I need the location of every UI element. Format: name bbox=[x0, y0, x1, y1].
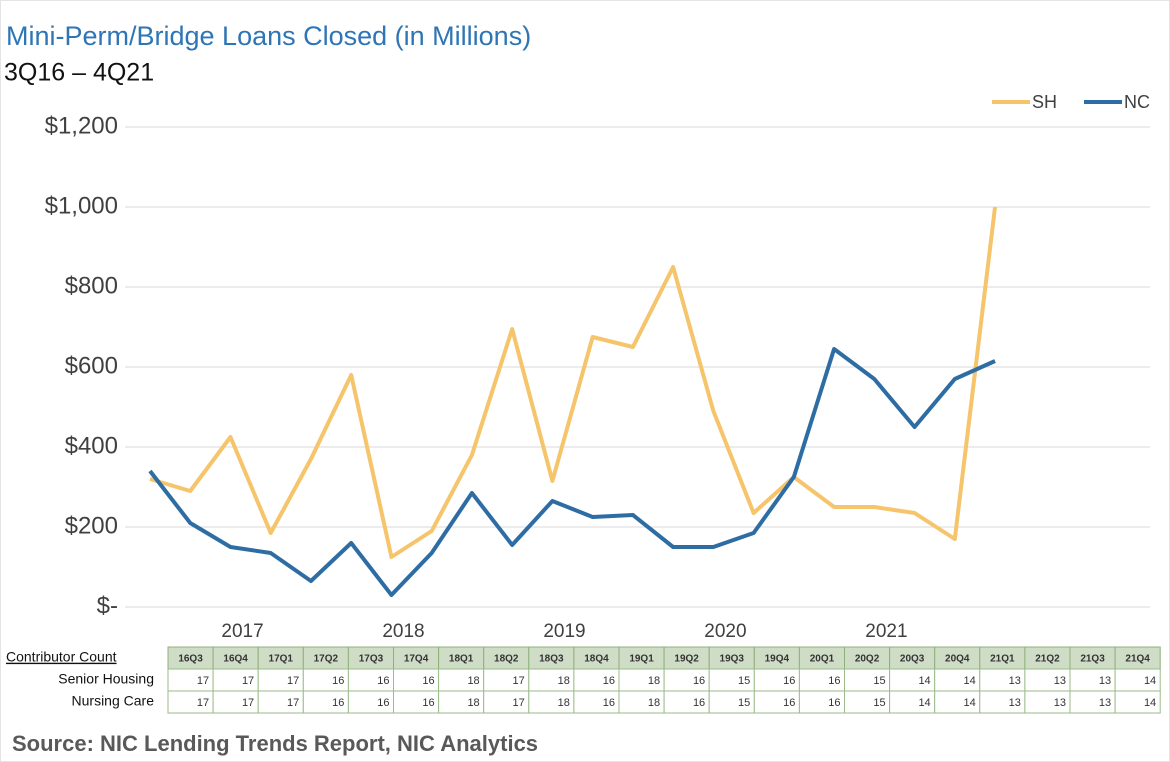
table-quarter: 19Q4 bbox=[765, 654, 790, 665]
x-year-label: 2020 bbox=[704, 621, 746, 642]
table-quarter: 20Q2 bbox=[855, 654, 880, 665]
table-quarter: 17Q4 bbox=[404, 654, 429, 665]
y-tick-label: $1,200 bbox=[45, 112, 118, 139]
table-quarter: 20Q3 bbox=[900, 654, 925, 665]
table-quarter: 21Q3 bbox=[1080, 654, 1105, 665]
table-value: 16 bbox=[377, 697, 389, 709]
y-tick-label: $600 bbox=[65, 352, 118, 379]
table-quarter: 19Q1 bbox=[629, 654, 654, 665]
table-value: 15 bbox=[738, 697, 750, 709]
table-value: 16 bbox=[332, 697, 344, 709]
table-value: 16 bbox=[422, 675, 434, 687]
table-value: 18 bbox=[648, 675, 660, 687]
table-quarter: 21Q2 bbox=[1035, 654, 1060, 665]
table-value: 16 bbox=[693, 697, 705, 709]
series-line bbox=[149, 206, 998, 559]
table-value: 17 bbox=[197, 697, 209, 709]
table-value: 17 bbox=[513, 675, 525, 687]
chart-subtitle: 3Q16 – 4Q21 bbox=[4, 59, 154, 87]
table-value: 15 bbox=[738, 675, 750, 687]
table-quarter: 18Q3 bbox=[539, 654, 564, 665]
table-quarter: 19Q2 bbox=[674, 654, 699, 665]
table-value: 18 bbox=[467, 697, 479, 709]
table-value: 14 bbox=[918, 675, 930, 687]
table-quarter: 17Q2 bbox=[314, 654, 339, 665]
table-quarter: 19Q3 bbox=[720, 654, 745, 665]
x-year-label: 2018 bbox=[382, 621, 424, 642]
table-value: 13 bbox=[1009, 697, 1021, 709]
table-row-label: Nursing Care bbox=[72, 693, 155, 709]
table-quarter: 18Q1 bbox=[449, 654, 474, 665]
table-value: 16 bbox=[693, 675, 705, 687]
x-year-label: 2017 bbox=[221, 621, 263, 642]
table-value: 16 bbox=[603, 697, 615, 709]
table-value: 13 bbox=[1099, 675, 1111, 687]
table-row-label: Senior Housing bbox=[58, 671, 154, 687]
x-year-label: 2019 bbox=[543, 621, 585, 642]
table-value: 18 bbox=[648, 697, 660, 709]
y-tick-label: $1,000 bbox=[45, 192, 118, 219]
table-value: 16 bbox=[422, 697, 434, 709]
table-value: 14 bbox=[918, 697, 930, 709]
table-value: 16 bbox=[603, 675, 615, 687]
table-value: 17 bbox=[197, 675, 209, 687]
table-value: 16 bbox=[828, 675, 840, 687]
table-value: 17 bbox=[287, 675, 299, 687]
table-value: 16 bbox=[377, 675, 389, 687]
table-quarter: 18Q2 bbox=[494, 654, 519, 665]
table-quarter: 18Q4 bbox=[584, 654, 609, 665]
legend-label: SH bbox=[1032, 92, 1057, 112]
table-quarter: 21Q1 bbox=[990, 654, 1015, 665]
table-value: 17 bbox=[513, 697, 525, 709]
table-value: 13 bbox=[1099, 697, 1111, 709]
table-value: 16 bbox=[783, 675, 795, 687]
series-line bbox=[148, 347, 996, 597]
table-value: 16 bbox=[783, 697, 795, 709]
table-value: 13 bbox=[1054, 697, 1066, 709]
table-value: 14 bbox=[964, 697, 976, 709]
table-value: 13 bbox=[1009, 675, 1021, 687]
table-value: 17 bbox=[242, 675, 254, 687]
table-quarter: 16Q3 bbox=[178, 654, 203, 665]
y-tick-label: $200 bbox=[65, 512, 118, 539]
table-header: Contributor Count bbox=[6, 649, 117, 665]
y-tick-label: $400 bbox=[65, 432, 118, 459]
table-value: 14 bbox=[1144, 697, 1156, 709]
table-value: 15 bbox=[873, 675, 885, 687]
source: Source: NIC Lending Trends Report, NIC A… bbox=[12, 731, 538, 756]
table-value: 14 bbox=[1144, 675, 1156, 687]
table-value: 18 bbox=[467, 675, 479, 687]
table-value: 14 bbox=[964, 675, 976, 687]
table-quarter: 16Q4 bbox=[223, 654, 248, 665]
table-value: 16 bbox=[332, 675, 344, 687]
table-value: 18 bbox=[558, 675, 570, 687]
table-cell bbox=[1114, 690, 1161, 714]
table-value: 17 bbox=[242, 697, 254, 709]
legend-label: NC bbox=[1124, 92, 1150, 112]
table-value: 18 bbox=[558, 697, 570, 709]
y-tick-label: $- bbox=[97, 592, 118, 619]
table-value: 15 bbox=[873, 697, 885, 709]
table-value: 17 bbox=[287, 697, 299, 709]
table-quarter: 21Q4 bbox=[1125, 654, 1150, 665]
table-quarter: 17Q1 bbox=[269, 654, 294, 665]
chart-title: Mini-Perm/Bridge Loans Closed (in Millio… bbox=[6, 21, 531, 51]
table-quarter: 20Q4 bbox=[945, 654, 970, 665]
table-quarter: 20Q1 bbox=[810, 654, 835, 665]
y-tick-label: $800 bbox=[65, 272, 118, 299]
x-year-label: 2021 bbox=[865, 621, 907, 642]
table-quarter: 17Q3 bbox=[359, 654, 384, 665]
table-value: 13 bbox=[1054, 675, 1066, 687]
table-value: 16 bbox=[828, 697, 840, 709]
